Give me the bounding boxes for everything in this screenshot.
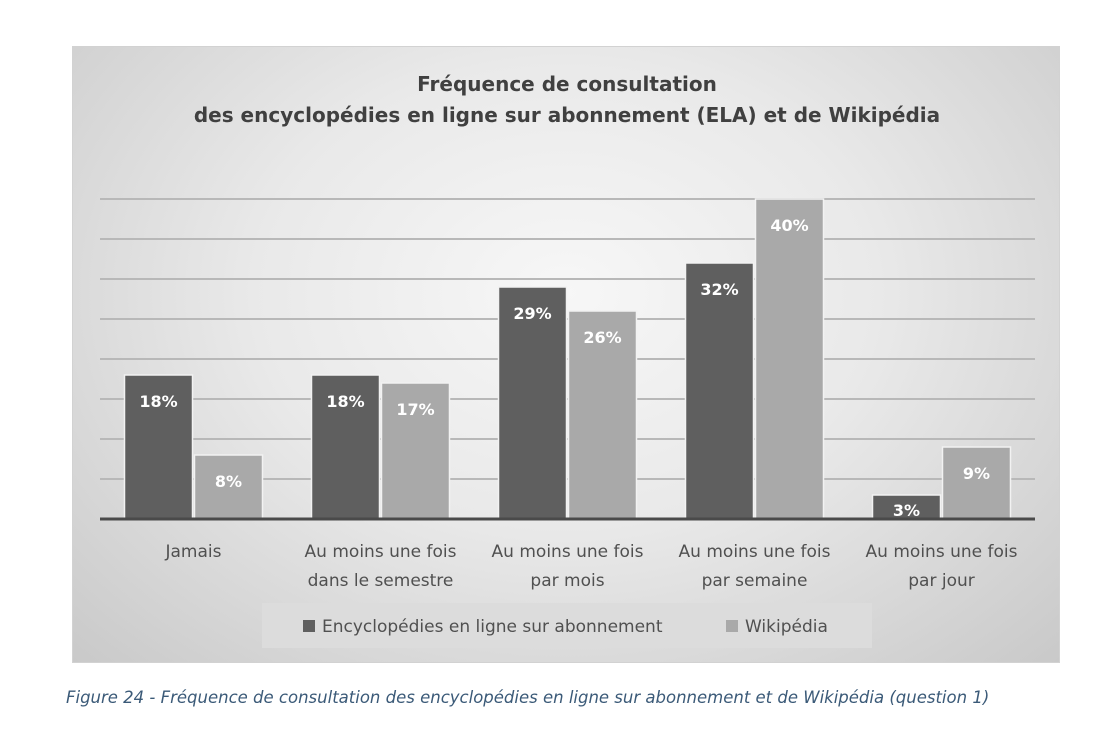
figure-caption: Figure 24 - Fréquence de consultation de… — [66, 688, 990, 707]
chart-frame: Fréquence de consultation des encyclopédi… — [72, 46, 1060, 663]
legend: Encyclopédies en ligne sur abonnement Wik… — [262, 603, 872, 648]
data-label: 9% — [963, 464, 990, 483]
data-label: 17% — [396, 400, 434, 419]
gridlines — [100, 198, 1035, 480]
legend-entry: Encyclopédies en ligne sur abonnement — [322, 617, 663, 637]
bar — [567, 310, 638, 520]
data-label: 40% — [770, 216, 808, 235]
bar-chart: Fréquence de consultation des encyclopédi… — [100, 72, 1035, 648]
legend-swatch — [726, 620, 738, 632]
category-label: Au moins une fois — [305, 542, 457, 562]
bar — [497, 286, 568, 520]
category-label: Au moins une fois — [679, 542, 831, 562]
category-label: Jamais — [165, 542, 222, 562]
bar — [754, 198, 825, 520]
legend-entry: Wikipédia — [745, 617, 828, 637]
bar — [310, 374, 381, 520]
data-labels: 18% 8% 18% 17% 29% 26% 32% 40% 3% 9% — [139, 216, 990, 520]
legend-swatch — [303, 620, 315, 632]
category-label: Au moins une fois — [492, 542, 644, 562]
chart-title-line: des encyclopédies en ligne sur abonnemen… — [194, 103, 940, 127]
bar — [123, 374, 194, 520]
category-label: par jour — [908, 571, 975, 591]
data-label: 29% — [513, 304, 551, 323]
data-label: 18% — [139, 392, 177, 411]
chart-title-line: Fréquence de consultation — [417, 72, 717, 96]
category-label: dans le semestre — [308, 571, 454, 591]
data-label: 3% — [893, 501, 920, 520]
data-label: 18% — [326, 392, 364, 411]
legend-box — [262, 603, 872, 648]
category-label: Au moins une fois — [866, 542, 1018, 562]
category-label: par semaine — [702, 571, 808, 591]
data-label: 26% — [583, 328, 621, 347]
bar — [941, 446, 1012, 520]
chart-title: Fréquence de consultation des encyclopédi… — [194, 72, 940, 127]
data-label: 32% — [700, 280, 738, 299]
category-label: par mois — [530, 571, 604, 591]
bar — [684, 262, 755, 520]
category-axis: Jamais Au moins une fois dans le semestre A… — [165, 542, 1018, 591]
bars — [100, 198, 1035, 521]
bar — [380, 382, 451, 520]
data-label: 8% — [215, 472, 242, 491]
